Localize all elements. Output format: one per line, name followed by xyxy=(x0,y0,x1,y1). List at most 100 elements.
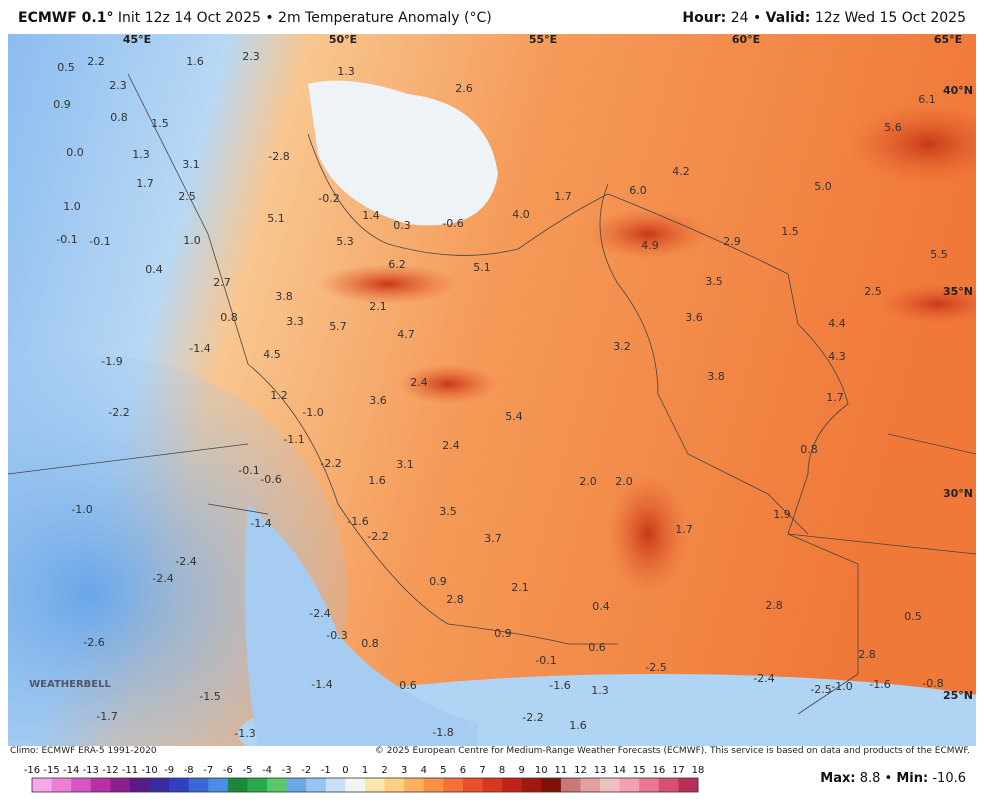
anomaly-label: 1.9 xyxy=(773,508,791,521)
anomaly-label: -0.8 xyxy=(922,677,943,690)
anomaly-label: -1.1 xyxy=(283,433,304,446)
anomaly-label: 3.3 xyxy=(286,315,304,328)
anomaly-label: 2.8 xyxy=(446,593,464,606)
colorbar-segment xyxy=(619,778,640,792)
anomaly-label: 1.0 xyxy=(63,200,81,213)
anomaly-label: 4.3 xyxy=(828,350,846,363)
colorbar-segment xyxy=(51,778,72,792)
colorbar-tick-label: -12 xyxy=(102,765,118,776)
anomaly-label: -2.4 xyxy=(753,672,774,685)
anomaly-label: 6.0 xyxy=(629,184,647,197)
colorbar-segment xyxy=(247,778,268,792)
anomaly-label: -2.2 xyxy=(367,530,388,543)
grid-label: 25°N xyxy=(943,689,973,702)
anomaly-label: 1.6 xyxy=(368,474,386,487)
anomaly-label: -2.2 xyxy=(320,457,341,470)
colorbar-tick-label: 13 xyxy=(594,765,607,776)
colorbar-segment xyxy=(600,778,621,792)
anomaly-label: 3.6 xyxy=(685,311,703,324)
anomaly-label: 6.2 xyxy=(388,258,406,271)
colorbar-segment xyxy=(482,778,503,792)
anomaly-label: -1.9 xyxy=(101,355,122,368)
anomaly-label: 0.8 xyxy=(220,311,238,324)
colorbar-segment xyxy=(208,778,229,792)
model: ECMWF 0.1° xyxy=(18,10,114,26)
valid: 12z Wed 15 Oct 2025 xyxy=(814,10,966,26)
anomaly-label: -0.1 xyxy=(535,654,556,667)
anomaly-label: 1.7 xyxy=(136,177,154,190)
colorbar-segment xyxy=(267,778,288,792)
min-label: Min: xyxy=(896,771,929,786)
anomaly-label: 3.5 xyxy=(705,275,723,288)
colorbar-tick-label: -6 xyxy=(223,765,233,776)
colorbar-segment xyxy=(227,778,248,792)
grid-label: 55°E xyxy=(529,34,557,46)
grid-label: 60°E xyxy=(732,34,760,46)
anomaly-label: 0.0 xyxy=(66,146,84,159)
anomaly-label: 3.6 xyxy=(369,394,387,407)
colorbar-segment xyxy=(188,778,209,792)
anomaly-label: 1.7 xyxy=(826,391,844,404)
max-min: Max: 8.8 • Min: -10.6 xyxy=(820,771,966,786)
copyright: © 2025 European Centre for Medium-Range … xyxy=(374,746,970,756)
anomaly-label: 0.8 xyxy=(800,443,818,456)
colorbar-tick-label: -13 xyxy=(83,765,99,776)
grid-label: 65°E xyxy=(934,34,962,46)
anomaly-label: 2.2 xyxy=(87,55,105,68)
anomaly-label: 3.1 xyxy=(396,458,414,471)
colorbar-tick-label: -14 xyxy=(63,765,79,776)
anomaly-label: 1.0 xyxy=(183,234,201,247)
anomaly-label: -1.4 xyxy=(250,517,271,530)
anomaly-label: -2.6 xyxy=(83,636,104,649)
anomaly-label: 1.7 xyxy=(554,190,572,203)
anomaly-label: -1.6 xyxy=(347,515,368,528)
colorbar-tick-label: 12 xyxy=(574,765,587,776)
colorbar-tick-label: 15 xyxy=(633,765,646,776)
colorbar-tick-label: 9 xyxy=(519,765,525,776)
colorbar-segment xyxy=(580,778,601,792)
anomaly-label: 1.6 xyxy=(569,719,587,732)
colorbar-segment xyxy=(71,778,92,792)
anomaly-label: -1.4 xyxy=(311,678,332,691)
anomaly-label: -1.4 xyxy=(189,342,210,355)
anomaly-label: 0.9 xyxy=(494,627,512,640)
anomaly-label: 1.6 xyxy=(186,55,204,68)
anomaly-label: 2.3 xyxy=(109,79,127,92)
anomaly-label: 0.6 xyxy=(588,641,606,654)
anomaly-label: 1.3 xyxy=(132,148,150,161)
colorbar-tick-label: -3 xyxy=(282,765,292,776)
colorbar-tick-label: -15 xyxy=(43,765,59,776)
colorbar-segment xyxy=(639,778,660,792)
anomaly-label: 1.5 xyxy=(781,225,799,238)
anomaly-label: 3.1 xyxy=(182,158,200,171)
anomaly-label: 4.7 xyxy=(397,328,415,341)
anomaly-label: -0.6 xyxy=(442,217,463,230)
anomaly-label: 0.4 xyxy=(145,263,163,276)
anomaly-label: -1.0 xyxy=(831,680,852,693)
anomaly-label: 6.1 xyxy=(918,93,936,106)
anomaly-label: 5.1 xyxy=(473,261,491,274)
colorbar-tick-label: 2 xyxy=(381,765,387,776)
colorbar-tick-label: 16 xyxy=(652,765,665,776)
anomaly-label: -2.4 xyxy=(309,607,330,620)
grid-label: 50°E xyxy=(329,34,357,46)
colorbar-segment xyxy=(110,778,131,792)
colorbar-tick-label: 5 xyxy=(440,765,446,776)
anomaly-label: 3.2 xyxy=(613,340,631,353)
anomaly-label: 5.5 xyxy=(930,248,948,261)
anomaly-label: 2.3 xyxy=(242,50,260,63)
anomaly-label: 3.8 xyxy=(707,370,725,383)
anomaly-label: 4.2 xyxy=(672,165,690,178)
anomaly-label: 3.7 xyxy=(484,532,502,545)
anomaly-label: -1.7 xyxy=(96,710,117,723)
anomaly-label: -1.6 xyxy=(549,679,570,692)
anomaly-label: -0.3 xyxy=(326,629,347,642)
anomaly-label: -2.2 xyxy=(522,711,543,724)
colorbar-tick-label: -11 xyxy=(122,765,138,776)
anomaly-label: 1.2 xyxy=(270,389,288,402)
anomaly-label: 5.7 xyxy=(329,320,347,333)
max: 8.8 • xyxy=(859,771,893,786)
colorbar-segment xyxy=(404,778,425,792)
colorbar-segment xyxy=(502,778,523,792)
colorbar-tick-label: -9 xyxy=(164,765,174,776)
